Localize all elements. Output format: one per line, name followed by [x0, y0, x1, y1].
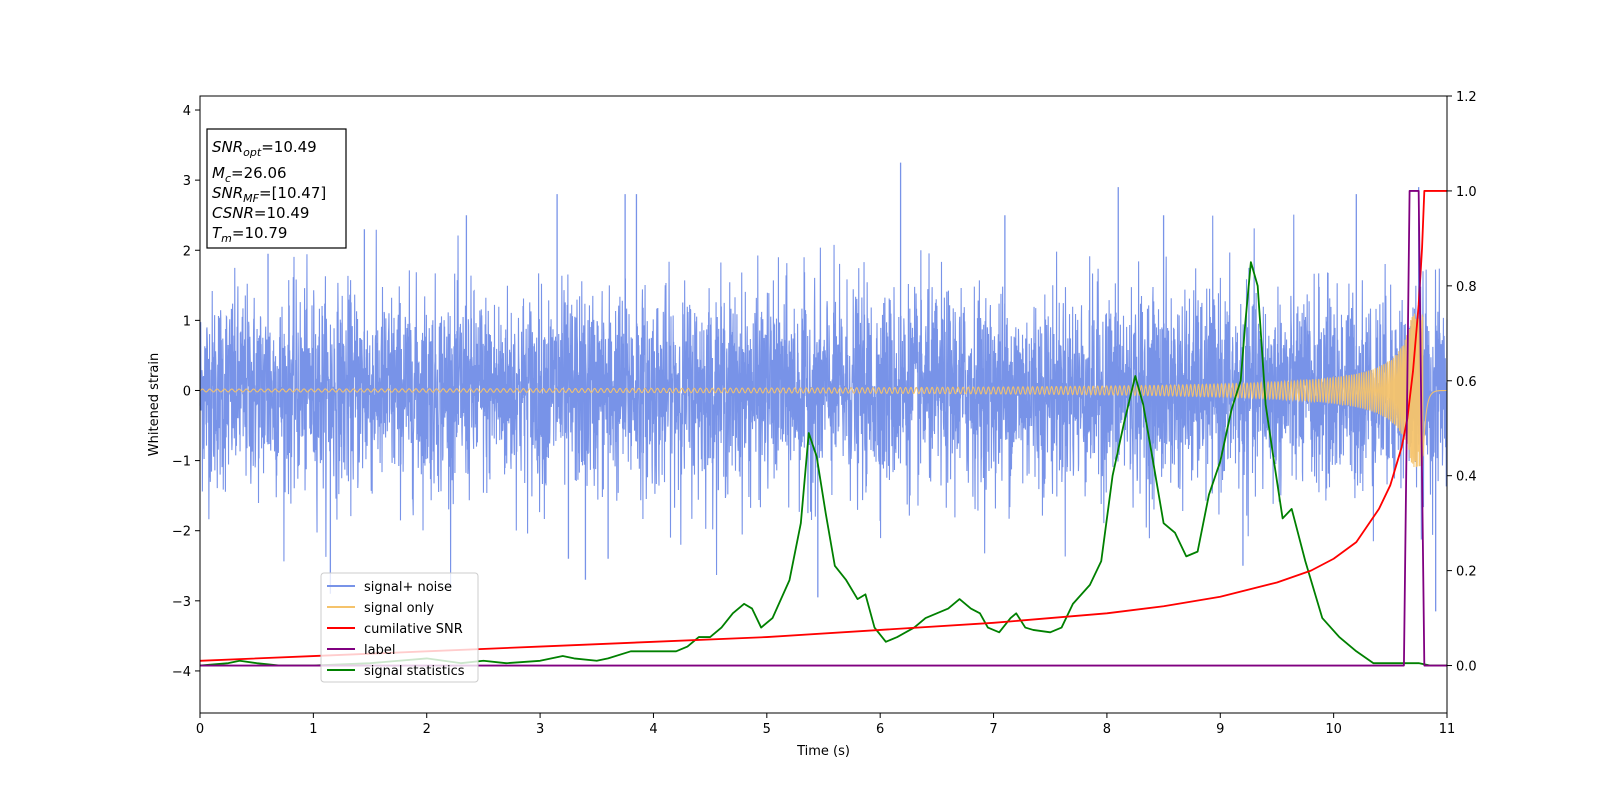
legend-frame — [320, 572, 479, 683]
y-tick-label: −2 — [172, 525, 191, 540]
legend-label: signal+ noise — [364, 580, 452, 595]
legend-label: cumilative SNR — [364, 622, 463, 637]
x-tick-label: 4 — [649, 722, 657, 737]
info-value: =10.49 — [254, 204, 310, 222]
x-tick-label: 5 — [763, 722, 771, 737]
y-tick-label: 0 — [183, 384, 191, 399]
y-tick-label: 3 — [183, 174, 191, 189]
info-value: =[10.47] — [259, 184, 326, 202]
series-signal-noise — [199, 214, 1448, 588]
x-tick-label: 1 — [309, 722, 317, 737]
info-symbol: M — [212, 164, 225, 182]
series-signal-statistics — [199, 261, 1447, 667]
series-label — [200, 190, 1447, 667]
info-symbol: T — [212, 224, 223, 242]
x-tick-label: 3 — [536, 722, 544, 737]
x-axis-label: Time (s) — [796, 744, 850, 759]
x-tick-label: 10 — [1325, 722, 1342, 737]
info-symbol: CSNR — [212, 204, 254, 222]
info-line: SNRopt=10.49 — [212, 138, 317, 159]
info-line: Tm=10.79 — [212, 224, 287, 245]
info-line: SNRMF=[10.47] — [212, 184, 326, 205]
x-tick-label: 6 — [876, 722, 884, 737]
y-tick-label: −1 — [172, 455, 191, 470]
legend-label: signal only — [364, 601, 434, 616]
info-subscript: MF — [243, 192, 259, 205]
y2-tick-label: 0.0 — [1456, 660, 1477, 675]
y2-tick-label: 0.8 — [1456, 280, 1477, 295]
x-tick-label: 7 — [989, 722, 997, 737]
y-tick-label: 1 — [183, 314, 191, 329]
y-tick-label: 4 — [183, 104, 191, 119]
y-tick-label: 2 — [183, 244, 191, 259]
info-symbol: SNR — [212, 138, 243, 156]
legend: signal+ noise signal only cumilative SNR la… — [320, 572, 479, 683]
legend-label: label — [364, 643, 395, 658]
x-tick-label: 9 — [1216, 722, 1224, 737]
legend-label: signal statistics — [364, 664, 465, 679]
info-box-frame — [206, 128, 347, 249]
x-tick-label: 11 — [1439, 722, 1456, 737]
info-value: =26.06 — [231, 164, 287, 182]
info-value: =10.49 — [261, 138, 317, 156]
info-subscript: opt — [243, 146, 262, 159]
y2-tick-label: 0.6 — [1456, 375, 1477, 390]
info-symbol: SNR — [212, 184, 243, 202]
info-value: =10.79 — [232, 224, 288, 242]
y-tick-label: −3 — [172, 595, 191, 610]
y-axis-label: Whitened strain — [147, 353, 162, 456]
plot-frame — [199, 95, 1448, 714]
x-tick-label: 0 — [196, 722, 204, 737]
x-tick-label: 8 — [1103, 722, 1111, 737]
info-subscript: m — [221, 232, 232, 245]
y2-tick-label: 0.4 — [1456, 470, 1477, 485]
y2-tick-label: 1.0 — [1456, 185, 1477, 200]
info-box: SNRopt=10.49Mc=26.06SNRMF=[10.47]CSNR=10… — [206, 128, 347, 249]
series-signal-only — [199, 313, 1447, 468]
info-line: CSNR=10.49 — [212, 204, 309, 222]
series-cumulative-snr — [199, 190, 1447, 662]
info-subscript: c — [225, 172, 231, 185]
y2-tick-label: 1.2 — [1456, 90, 1477, 105]
y-tick-label: −4 — [172, 665, 191, 680]
y2-tick-label: 0.2 — [1456, 565, 1477, 580]
x-tick-label: 2 — [423, 722, 431, 737]
info-line: Mc=26.06 — [212, 164, 287, 185]
